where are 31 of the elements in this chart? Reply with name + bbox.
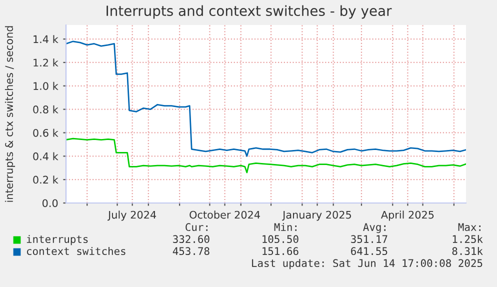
text: 105.50	[262, 235, 298, 244]
legend-label: context switches	[26, 246, 126, 256]
text: 8.31k	[452, 246, 483, 256]
y-tick-label: 1.4 k	[34, 35, 58, 44]
line-series	[66, 138, 466, 174]
text: Avg:	[363, 223, 386, 234]
text: 453.78	[172, 247, 210, 256]
y-tick-label: 0.2 k	[33, 176, 58, 184]
y-tick-label: 1.2 k	[34, 58, 58, 66]
y-tick-label: 1.0 k	[34, 82, 58, 90]
y-tick-label: 0.4 k	[33, 152, 58, 160]
text: Max:	[458, 223, 480, 232]
x-tick-label: January 2025	[282, 210, 351, 221]
text: 641.55	[351, 247, 388, 256]
text: 332.60	[173, 235, 210, 244]
chart-title: Interrupts and context switches - by year	[106, 5, 392, 19]
text: 151.66	[262, 247, 298, 256]
y-tick-label: 0.0	[42, 199, 58, 208]
y-tick-label: 0.8 k	[33, 105, 58, 114]
line-series	[66, 40, 466, 157]
x-tick-label: April 2025	[380, 210, 434, 221]
legend-label: interrupts	[26, 234, 88, 246]
x-tick-label: October 2024	[190, 210, 260, 219]
y-tick-label: 0.6 k	[33, 128, 58, 137]
text: Last update: Sat Jun 14 17:00:08 2025	[252, 258, 482, 270]
text: 1.25k	[452, 234, 483, 244]
y-axis-title: interrupts & ctx switches / second	[4, 26, 16, 202]
text: Min:	[274, 222, 296, 231]
text: 351.17	[351, 235, 388, 244]
text: Cur:	[186, 223, 208, 232]
x-tick-label: July 2024	[108, 210, 156, 221]
